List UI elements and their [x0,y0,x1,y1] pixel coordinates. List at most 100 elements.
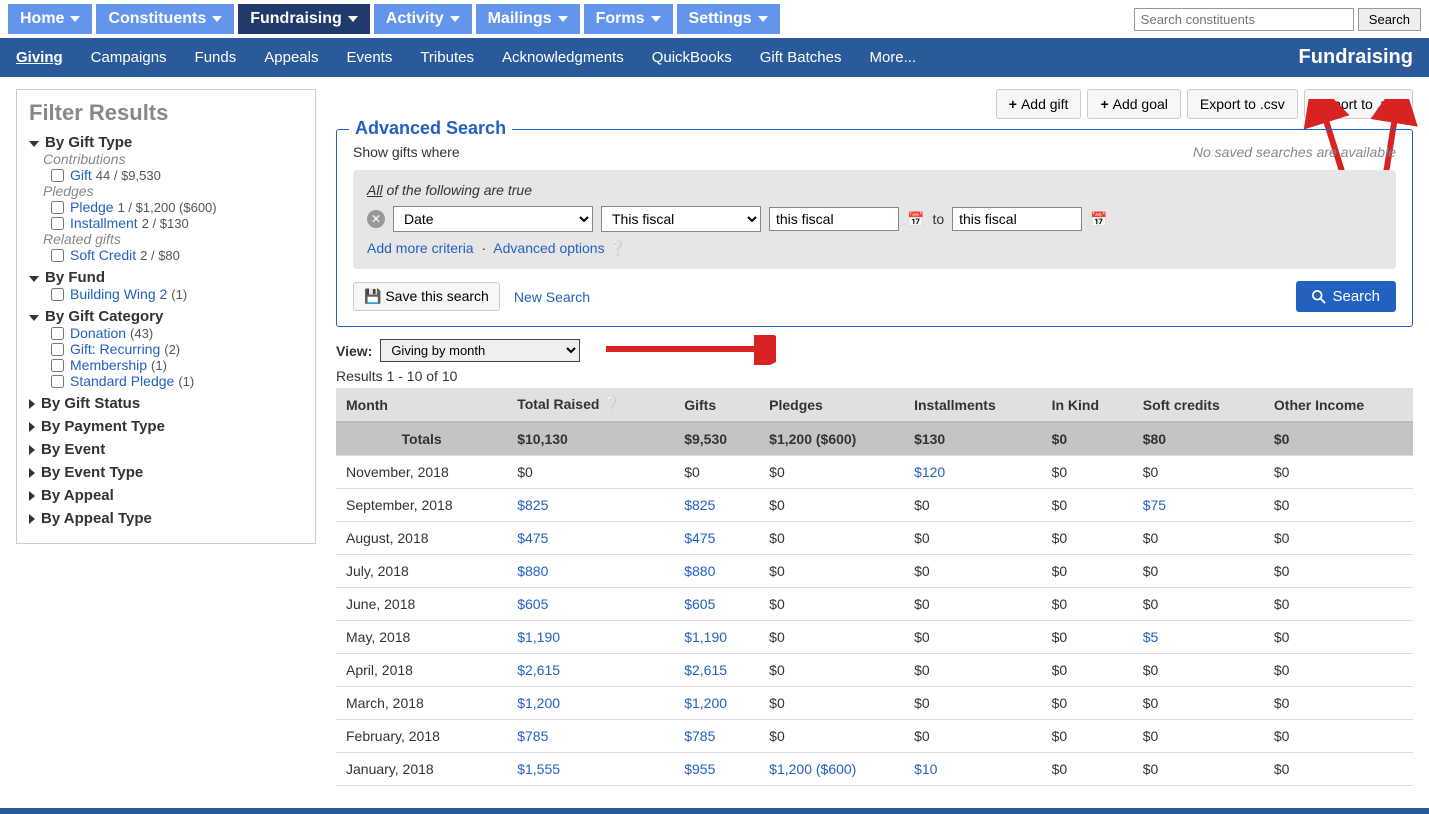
amount-link[interactable]: $1,190 [684,629,727,645]
subnav-appeals[interactable]: Appeals [264,49,318,66]
filter-heading-by-event-type[interactable]: By Event Type [29,464,303,481]
subnav-giving[interactable]: Giving [16,49,63,66]
save-search-button[interactable]: 💾 Save this search [353,282,500,311]
criteria-field-select[interactable]: Date [393,206,593,232]
amount-link[interactable]: $1,200 [684,695,727,711]
filter-heading-fund[interactable]: By Fund [29,269,303,286]
filter-check[interactable] [51,288,64,301]
amount-link[interactable]: $880 [517,563,548,579]
filter-link[interactable]: Building Wing 2 [70,286,167,302]
filter-check[interactable] [51,343,64,356]
remove-criteria-icon[interactable]: ✕ [367,210,385,228]
date-to-input[interactable] [952,207,1082,231]
col-other-income[interactable]: Other Income [1264,388,1413,422]
amount-link[interactable]: $5 [1143,629,1159,645]
search-constituents-input[interactable] [1134,8,1354,31]
filter-heading-by-appeal[interactable]: By Appeal [29,487,303,504]
col-soft-credits[interactable]: Soft credits [1133,388,1264,422]
filter-link-installment[interactable]: Installment [70,215,138,231]
filter-check[interactable] [51,359,64,372]
data-cell: $0 [759,720,904,753]
amount-link[interactable]: $120 [914,464,945,480]
filter-heading-by-payment-type[interactable]: By Payment Type [29,418,303,435]
subnav-acknowledgments[interactable]: Acknowledgments [502,49,624,66]
filter-link[interactable]: Gift: Recurring [70,341,160,357]
filter-heading-gift-type[interactable]: By Gift Type [29,134,303,151]
filter-check-pledge[interactable] [51,201,64,214]
amount-link[interactable]: $2,615 [517,662,560,678]
topnav-fundraising[interactable]: Fundraising [238,4,370,34]
amount-link[interactable]: $475 [517,530,548,546]
amount-link[interactable]: $785 [684,728,715,744]
amount-link[interactable]: $2,615 [684,662,727,678]
topnav-home[interactable]: Home [8,4,92,34]
col-pledges[interactable]: Pledges [759,388,904,422]
advanced-options-link[interactable]: Advanced options [493,240,604,256]
amount-link[interactable]: $825 [684,497,715,513]
view-select[interactable]: Giving by month [380,339,580,362]
amount-link[interactable]: $605 [684,596,715,612]
subnav-events[interactable]: Events [346,49,392,66]
criteria-range-select[interactable]: This fiscal [601,206,761,232]
export-pdf-button[interactable]: Export to .pdf [1304,89,1413,119]
col-total-raised[interactable]: Total Raised ❔ [507,388,674,422]
filter-heading-gift-category[interactable]: By Gift Category [29,308,303,325]
col-gifts[interactable]: Gifts [674,388,759,422]
filter-link[interactable]: Membership [70,357,147,373]
new-search-link[interactable]: New Search [514,289,590,305]
amount-link[interactable]: $605 [517,596,548,612]
filter-link-pledge[interactable]: Pledge [70,199,114,215]
filter-check-softcredit[interactable] [51,249,64,262]
topnav-activity[interactable]: Activity [374,4,472,34]
subnav-more[interactable]: More... [869,49,916,66]
filter-link-softcredit[interactable]: Soft Credit [70,247,136,263]
filter-check-installment[interactable] [51,217,64,230]
export-csv-button[interactable]: Export to .csv [1187,89,1298,119]
amount-link[interactable]: $75 [1143,497,1166,513]
results-count: Results 1 - 10 of 10 [336,368,1413,384]
calendar-icon[interactable]: 📅 [1090,211,1107,228]
filter-sub-pledges: Pledges [43,183,303,199]
subnav-quickbooks[interactable]: QuickBooks [652,49,732,66]
data-cell: $0 [759,489,904,522]
search-constituents-button[interactable]: Search [1358,8,1421,31]
add-gift-button[interactable]: +Add gift [996,89,1082,119]
amount-link[interactable]: $955 [684,761,715,777]
amount-link[interactable]: $1,555 [517,761,560,777]
filter-link[interactable]: Donation [70,325,126,341]
add-more-criteria-link[interactable]: Add more criteria [367,240,474,256]
col-in-kind[interactable]: In Kind [1042,388,1133,422]
col-installments[interactable]: Installments [904,388,1042,422]
filter-link-gift[interactable]: Gift [70,167,92,183]
col-month[interactable]: Month [336,388,507,422]
amount-link[interactable]: $475 [684,530,715,546]
topnav-forms[interactable]: Forms [584,4,673,34]
add-goal-button[interactable]: +Add goal [1087,89,1180,119]
topnav-settings[interactable]: Settings [677,4,780,34]
subnav-funds[interactable]: Funds [195,49,237,66]
topnav-mailings[interactable]: Mailings [476,4,580,34]
filter-heading-by-event[interactable]: By Event [29,441,303,458]
filter-heading-by-gift-status[interactable]: By Gift Status [29,395,303,412]
amount-link[interactable]: $1,190 [517,629,560,645]
filter-check[interactable] [51,375,64,388]
subnav-giftbatches[interactable]: Gift Batches [760,49,842,66]
search-button[interactable]: Search [1296,281,1396,312]
subnav-tributes[interactable]: Tributes [420,49,474,66]
filter-check-gift[interactable] [51,169,64,182]
amount-link[interactable]: $785 [517,728,548,744]
date-from-input[interactable] [769,207,899,231]
subnav-campaigns[interactable]: Campaigns [91,49,167,66]
calendar-icon[interactable]: 📅 [907,211,924,228]
amount-link[interactable]: $825 [517,497,548,513]
amount-link[interactable]: $10 [914,761,937,777]
amount-link[interactable]: $880 [684,563,715,579]
filter-check[interactable] [51,327,64,340]
filter-heading-by-appeal-type[interactable]: By Appeal Type [29,510,303,527]
amount-link[interactable]: $1,200 [517,695,560,711]
help-icon[interactable]: ❔ [608,240,625,256]
data-cell: $1,200 [674,687,759,720]
topnav-constituents[interactable]: Constituents [96,4,234,34]
filter-link[interactable]: Standard Pledge [70,373,174,389]
amount-link[interactable]: $1,200 ($600) [769,761,856,777]
